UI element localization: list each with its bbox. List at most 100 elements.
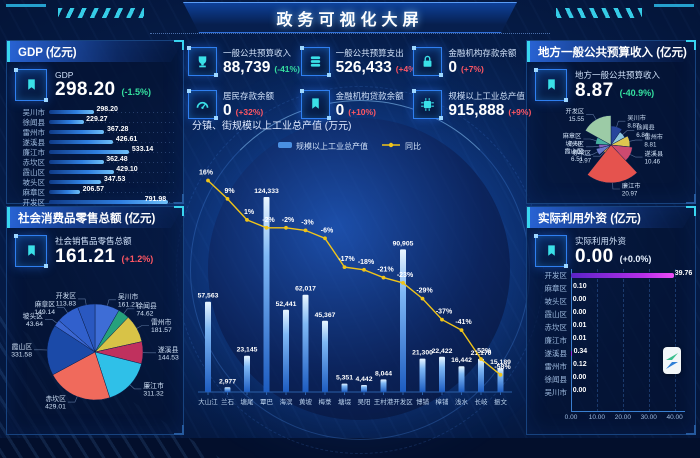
- yoy-point[interactable]: [440, 318, 444, 322]
- header: 政务可视化大屏: [0, 0, 700, 36]
- yoy-point[interactable]: [382, 276, 386, 280]
- foreign-row-track: 0.01: [571, 334, 685, 347]
- gdp-row-bar[interactable]: [49, 180, 101, 184]
- industry-bar[interactable]: [205, 302, 211, 392]
- industry-legend[interactable]: 规模以上工业总产值同比: [278, 141, 421, 151]
- yoy-value-label: -23%: [397, 272, 414, 279]
- industry-bar[interactable]: [459, 366, 465, 392]
- industry-bar[interactable]: [439, 357, 445, 392]
- industry-bar[interactable]: [478, 359, 484, 392]
- panel-foreign-header: 实际利用外资 (亿元): [527, 207, 695, 228]
- x-tick-label: 兰石: [221, 397, 235, 406]
- industry-bar[interactable]: [498, 368, 504, 392]
- pie-label-name: 廉江市: [143, 381, 164, 390]
- yoy-point[interactable]: [479, 357, 483, 361]
- x-tick-label: 博铺: [416, 397, 430, 406]
- industry-bar[interactable]: [322, 321, 328, 392]
- pie-label-value: 15.55: [569, 116, 585, 123]
- pie-label-name: 徐闻县: [636, 123, 655, 131]
- gdp-row-bar[interactable]: [49, 190, 80, 194]
- yoy-point[interactable]: [323, 236, 327, 240]
- industry-bar[interactable]: [303, 295, 309, 392]
- gdp-stat-change: (-1.5%): [122, 87, 152, 97]
- yoy-value-label: -17%: [338, 256, 355, 263]
- pie-label-line: [623, 130, 635, 134]
- industry-bar[interactable]: [225, 387, 231, 392]
- yoy-point[interactable]: [206, 179, 210, 183]
- industry-bar[interactable]: [381, 379, 387, 392]
- gdp-row-value: 533.14: [132, 146, 153, 153]
- gdp-row-track: 426.61: [49, 137, 175, 147]
- yoy-point[interactable]: [421, 297, 425, 301]
- yoy-point[interactable]: [460, 328, 464, 332]
- pie-label-name: 廉江市: [622, 182, 641, 190]
- industry-bar[interactable]: [400, 249, 406, 392]
- gdp-row-bar[interactable]: [49, 130, 104, 134]
- yoy-point[interactable]: [284, 226, 288, 230]
- yoy-value-label: -3%: [301, 219, 314, 226]
- watermark-logo[interactable]: [663, 347, 681, 374]
- industry-bar[interactable]: [283, 310, 289, 392]
- gdp-row-bar[interactable]: [49, 150, 129, 154]
- bar-value-label: 23,145: [237, 347, 258, 354]
- gdp-row-value: 367.28: [107, 126, 128, 133]
- x-tick-label: 王村港: [374, 397, 394, 406]
- kpi-label: 一般公共预算收入: [223, 47, 297, 59]
- industry-bar[interactable]: [342, 384, 348, 392]
- x-tick-label: 吴阳: [358, 397, 371, 406]
- cup-icon: [188, 47, 217, 76]
- pie-label-value: 8.81: [644, 142, 657, 149]
- yoy-point[interactable]: [226, 197, 230, 201]
- foreign-row-track: 39.76: [571, 269, 685, 282]
- gdp-row-track: 362.48: [49, 157, 175, 167]
- gdp-row-bar[interactable]: [49, 160, 104, 164]
- award-icon: [301, 90, 330, 119]
- yoy-value-label: -2%: [262, 217, 275, 224]
- pie-label-line: [137, 326, 149, 329]
- industry-bar[interactable]: [361, 385, 367, 392]
- pie-label-line: [68, 397, 77, 403]
- foreign-row-label: 雷州市: [533, 361, 567, 372]
- gdp-row-bar[interactable]: [49, 140, 113, 144]
- yoy-point[interactable]: [499, 373, 503, 377]
- pie-label-value: 74.62: [136, 310, 153, 317]
- industry-bar[interactable]: [420, 359, 426, 392]
- foreign-row-value: 39.76: [675, 270, 693, 277]
- gdp-row-bar[interactable]: [49, 170, 114, 174]
- panel-foreign-title: 实际利用外资 (亿元): [538, 210, 641, 226]
- kpi-label: 居民存款余额: [223, 90, 274, 102]
- bar-value-label: 16,442: [451, 357, 472, 364]
- gdp-row-bar[interactable]: [49, 120, 84, 124]
- yoy-point[interactable]: [401, 281, 405, 285]
- yoy-point[interactable]: [343, 265, 347, 269]
- yoy-point[interactable]: [265, 226, 269, 230]
- pie-label-line: [78, 299, 86, 305]
- retail-stat-value: 161.21: [55, 247, 116, 267]
- foreign-row-value: 0.01: [573, 335, 587, 342]
- yoy-point[interactable]: [245, 218, 249, 222]
- pie-label-value: 6.68: [569, 141, 582, 148]
- foreign-row-label: 麻章区: [533, 283, 567, 294]
- kpi-change: (+7%): [461, 64, 484, 74]
- pie-label-value: 311.32: [143, 390, 164, 397]
- foreign-row-value: 0.00: [573, 296, 587, 303]
- yoy-value-label: -6%: [321, 227, 334, 234]
- pie-label-value: 149.14: [34, 309, 55, 316]
- industry-bar[interactable]: [244, 356, 250, 392]
- yoy-point[interactable]: [362, 268, 366, 272]
- award-icon: [15, 235, 47, 267]
- foreign-row-bar[interactable]: [571, 351, 572, 356]
- yoy-point[interactable]: [304, 229, 308, 233]
- bar-value-label: 22,422: [432, 348, 453, 355]
- foreign-row-value: 0.00: [573, 374, 587, 381]
- bar-value-label: 5,351: [336, 375, 353, 382]
- kpi-change: (+32%): [236, 107, 264, 117]
- foreign-row-bar[interactable]: [571, 273, 674, 278]
- gdp-row-value: 347.53: [104, 176, 125, 183]
- gdp-row-bar[interactable]: [49, 110, 94, 114]
